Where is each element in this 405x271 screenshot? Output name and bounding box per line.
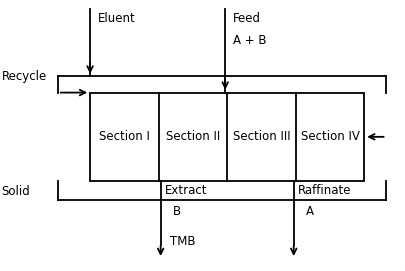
Bar (90, 93, 363, 181)
Text: A + B: A + B (232, 34, 266, 47)
Text: TMB: TMB (170, 235, 195, 248)
Text: Section IV: Section IV (300, 130, 358, 143)
Text: Section II: Section II (165, 130, 220, 143)
Text: Feed: Feed (232, 12, 260, 25)
Text: Recycle: Recycle (1, 70, 47, 83)
Text: B: B (173, 205, 181, 218)
Text: Extract: Extract (164, 184, 207, 197)
Text: Section III: Section III (232, 130, 290, 143)
Text: Eluent: Eluent (98, 12, 136, 25)
Text: Raffinate: Raffinate (297, 184, 350, 197)
Text: Solid: Solid (1, 185, 30, 198)
Text: Section I: Section I (99, 130, 149, 143)
Text: A: A (305, 205, 313, 218)
